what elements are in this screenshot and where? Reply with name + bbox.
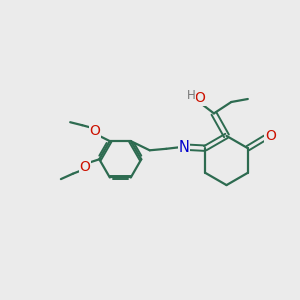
Text: N: N xyxy=(178,140,189,155)
Text: H: H xyxy=(187,89,196,102)
Text: O: O xyxy=(195,92,206,105)
Text: O: O xyxy=(265,129,276,143)
Text: O: O xyxy=(89,124,100,138)
Text: O: O xyxy=(80,160,90,174)
